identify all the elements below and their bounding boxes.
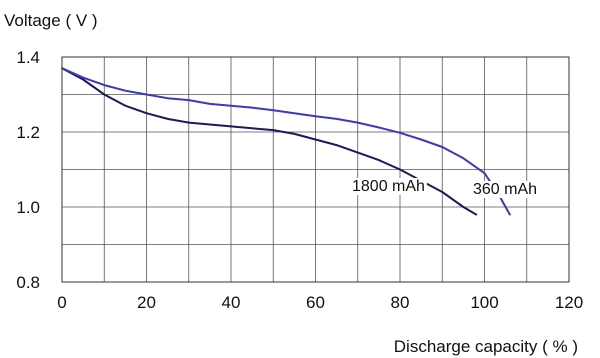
series-label-1800-mah: 1800 mAh (352, 178, 425, 195)
plot-frame (61, 56, 570, 283)
series-layer (61, 67, 511, 216)
y-axis-label: Voltage ( V ) (4, 11, 98, 30)
series-line-0 (61, 67, 478, 216)
x-tick-label: 120 (555, 293, 583, 312)
x-tick-labels: 0 20 40 60 80 100 120 (57, 293, 583, 312)
series-line-1 (61, 67, 511, 216)
x-tick-label: 0 (57, 293, 66, 312)
x-tick-label: 40 (222, 293, 241, 312)
x-tick-label: 100 (470, 293, 498, 312)
y-tick-label: 1.4 (16, 48, 40, 67)
x-tick-label: 60 (306, 293, 325, 312)
series-label-background (350, 178, 427, 195)
series-label-360-mah: 360 mAh (473, 181, 537, 198)
y-tick-label: 1.0 (16, 198, 40, 217)
y-tick-label: 1.2 (16, 123, 40, 142)
y-tick-labels: 0.8 1.0 1.2 1.4 (16, 48, 40, 292)
series-label-background (471, 181, 540, 198)
x-tick-label: 20 (137, 293, 156, 312)
x-axis-label: Discharge capacity ( % ) (394, 337, 578, 356)
x-tick-label: 80 (391, 293, 410, 312)
y-tick-label: 0.8 (16, 273, 40, 292)
grid (62, 57, 569, 282)
